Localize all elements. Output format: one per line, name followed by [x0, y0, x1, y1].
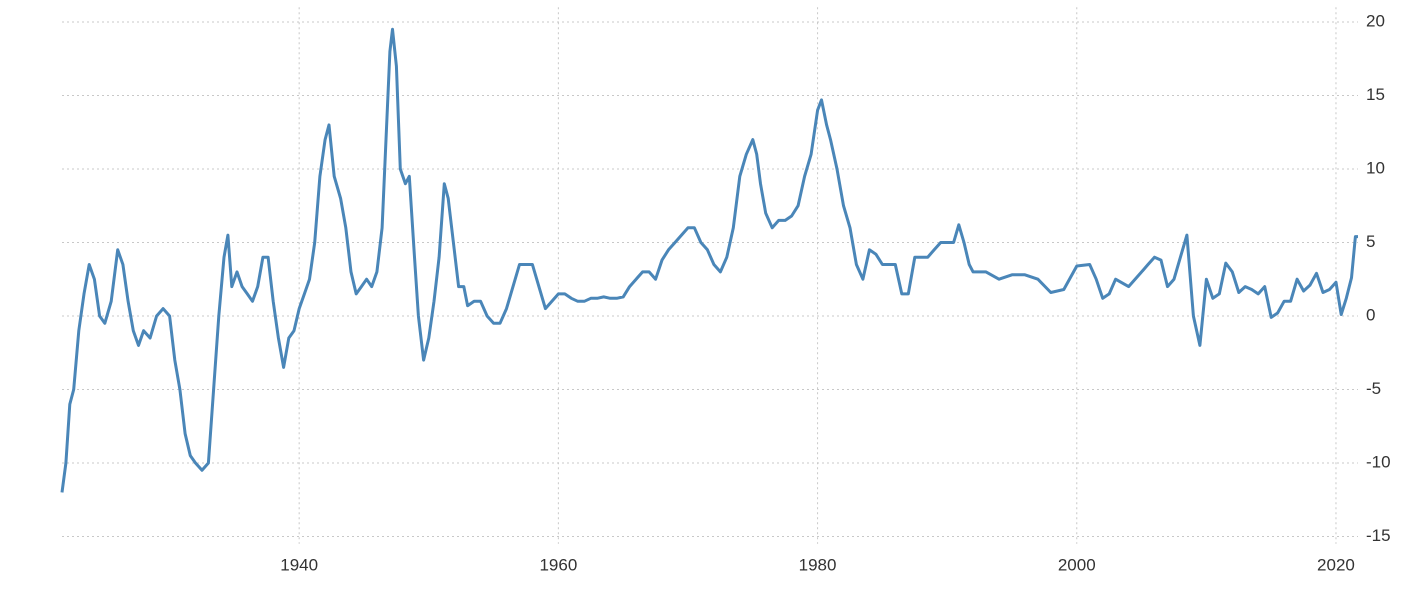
- y-tick-label: 0: [1366, 305, 1375, 324]
- y-tick-label: -5: [1366, 379, 1381, 398]
- x-tick-label: 1940: [280, 555, 318, 574]
- y-tick-label: 20: [1366, 11, 1385, 30]
- y-tick-label: 5: [1366, 232, 1375, 251]
- line: [60, 27, 1358, 493]
- x-tick-label: 2020: [1317, 555, 1355, 574]
- x-tick-label: 1960: [539, 555, 577, 574]
- x-tick-label: 1980: [799, 555, 837, 574]
- y-tick-label: 10: [1366, 158, 1385, 177]
- y-tick-label: -15: [1366, 526, 1391, 545]
- x-tick-label: 2000: [1058, 555, 1096, 574]
- y-tick-label: -10: [1366, 452, 1391, 471]
- y-tick-label: 15: [1366, 85, 1385, 104]
